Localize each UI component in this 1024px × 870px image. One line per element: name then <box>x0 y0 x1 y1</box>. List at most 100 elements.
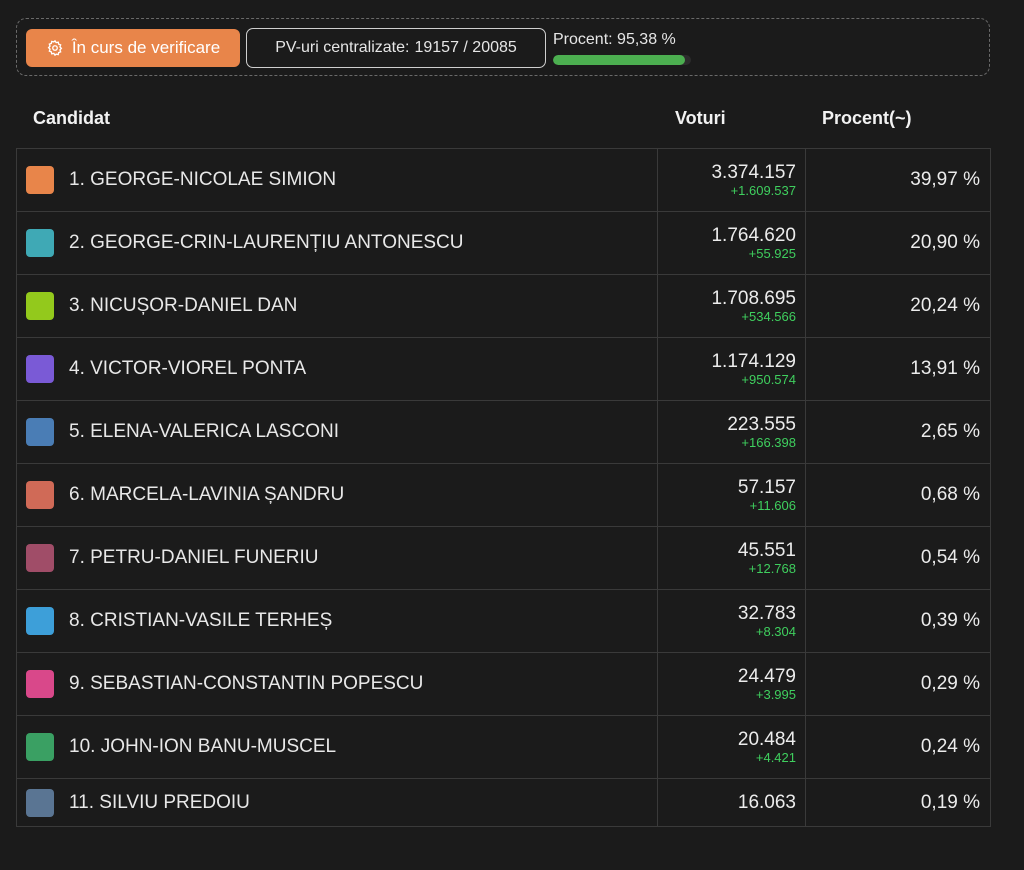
table-row: 4. VICTOR-VIOREL PONTA 1.174.129 +950.57… <box>17 338 990 401</box>
column-header-percent: Procent(~) <box>822 108 912 128</box>
table-row: 1. GEORGE-NICOLAE SIMION 3.374.157 +1.60… <box>17 149 990 212</box>
percent-cell: 0,19 % <box>920 791 980 813</box>
table-row: 11. SILVIU PREDOIU 16.063 0,19 % <box>17 779 990 826</box>
votes-cell: 57.157 +11.606 <box>658 464 806 526</box>
pv-counter-value: 19157 / 20085 <box>414 39 517 56</box>
table-row: 3. NICUȘOR-DANIEL DAN 1.708.695 +534.566… <box>17 275 990 338</box>
votes-delta: +11.606 <box>749 497 796 513</box>
votes-total: 45.551 <box>737 539 796 561</box>
votes-total: 1.174.129 <box>711 350 796 372</box>
candidate-color-swatch <box>26 166 54 194</box>
votes-cell: 3.374.157 +1.609.537 <box>658 149 806 211</box>
votes-cell: 223.555 +166.398 <box>658 401 806 463</box>
status-bar: În curs de verificare PV-uri centralizat… <box>16 18 990 76</box>
percent-cell: 20,90 % <box>910 232 980 253</box>
candidate-cell: 5. ELENA-VALERICA LASCONI <box>17 401 658 463</box>
pv-counter-label: PV-uri centralizate: <box>275 39 410 56</box>
candidate-name: 7. PETRU-DANIEL FUNERIU <box>69 547 319 568</box>
percent-progress-label: Procent: <box>553 31 613 48</box>
candidate-name: 1. GEORGE-NICOLAE SIMION <box>69 169 337 190</box>
percent-progress-value: 95,38 % <box>617 31 676 48</box>
percent-cell: 0,29 % <box>920 673 980 694</box>
candidate-name: 5. ELENA-VALERICA LASCONI <box>69 421 339 442</box>
column-header-votes: Voturi <box>675 108 726 128</box>
table-row: 2. GEORGE-CRIN-LAURENȚIU ANTONESCU 1.764… <box>17 212 990 275</box>
percent-progress: Procent: 95,38 % <box>553 28 693 70</box>
votes-delta: +55.925 <box>748 245 796 261</box>
votes-cell: 32.783 +8.304 <box>658 590 806 652</box>
candidate-color-swatch <box>26 229 54 257</box>
candidate-color-swatch <box>26 355 54 383</box>
votes-total: 57.157 <box>737 476 796 498</box>
votes-delta: +166.398 <box>741 434 796 450</box>
table-row: 7. PETRU-DANIEL FUNERIU 45.551 +12.768 0… <box>17 527 990 590</box>
candidate-color-swatch <box>26 481 54 509</box>
votes-cell: 20.484 +4.421 <box>658 716 806 778</box>
percent-cell: 20,24 % <box>910 295 980 316</box>
candidate-cell: 3. NICUȘOR-DANIEL DAN <box>17 275 658 337</box>
candidate-color-swatch <box>26 544 54 572</box>
candidate-name: 3. NICUȘOR-DANIEL DAN <box>69 295 298 316</box>
votes-cell: 1.174.129 +950.574 <box>658 338 806 400</box>
candidate-cell: 6. MARCELA-LAVINIA ȘANDRU <box>17 464 658 526</box>
column-header-candidate: Candidat <box>33 108 111 128</box>
candidate-name: 11. SILVIU PREDOIU <box>69 791 250 813</box>
percent-cell: 2,65 % <box>920 421 980 442</box>
votes-delta: +3.995 <box>755 686 796 702</box>
votes-total: 3.374.157 <box>711 161 796 183</box>
votes-cell: 45.551 +12.768 <box>658 527 806 589</box>
percent-cell: 39,97 % <box>910 169 980 190</box>
votes-cell: 16.063 <box>658 779 806 826</box>
gear-icon <box>47 39 63 57</box>
candidate-cell: 1. GEORGE-NICOLAE SIMION <box>17 149 658 211</box>
votes-cell: 1.708.695 +534.566 <box>658 275 806 337</box>
pv-counter: PV-uri centralizate: 19157 / 20085 <box>246 28 546 68</box>
table-row: 6. MARCELA-LAVINIA ȘANDRU 57.157 +11.606… <box>17 464 990 527</box>
table-row: 5. ELENA-VALERICA LASCONI 223.555 +166.3… <box>17 401 990 464</box>
percent-progress-text: Procent: 95,38 % <box>553 31 676 49</box>
votes-total: 24.479 <box>737 665 796 687</box>
candidate-cell: 8. CRISTIAN-VASILE TERHEȘ <box>17 590 658 652</box>
candidate-color-swatch <box>26 292 54 320</box>
votes-delta: +12.768 <box>748 560 796 576</box>
candidate-name: 4. VICTOR-VIOREL PONTA <box>69 358 307 379</box>
votes-delta: +8.304 <box>755 623 796 639</box>
votes-total: 1.764.620 <box>711 224 796 246</box>
votes-total: 223.555 <box>727 413 796 435</box>
candidate-name: 2. GEORGE-CRIN-LAURENȚIU ANTONESCU <box>69 232 464 253</box>
votes-total: 16.063 <box>737 792 796 813</box>
candidate-name: 8. CRISTIAN-VASILE TERHEȘ <box>69 610 333 631</box>
candidate-name: 6. MARCELA-LAVINIA ȘANDRU <box>69 484 345 505</box>
candidate-color-swatch <box>26 418 54 446</box>
percent-cell: 13,91 % <box>910 358 980 379</box>
candidate-name: 10. JOHN-ION BANU-MUSCEL <box>69 736 337 757</box>
votes-total: 1.708.695 <box>711 287 796 309</box>
candidate-cell: 2. GEORGE-CRIN-LAURENȚIU ANTONESCU <box>17 212 658 274</box>
results-table: 1. GEORGE-NICOLAE SIMION 3.374.157 +1.60… <box>16 148 991 827</box>
candidate-cell: 10. JOHN-ION BANU-MUSCEL <box>17 716 658 778</box>
candidate-cell: 7. PETRU-DANIEL FUNERIU <box>17 527 658 589</box>
candidate-color-swatch <box>26 733 54 761</box>
candidate-cell: 11. SILVIU PREDOIU <box>17 779 658 826</box>
votes-delta: +1.609.537 <box>730 182 796 198</box>
votes-cell: 1.764.620 +55.925 <box>658 212 806 274</box>
percent-cell: 0,68 % <box>920 484 980 505</box>
votes-delta: +950.574 <box>741 371 796 387</box>
candidate-name: 9. SEBASTIAN-CONSTANTIN POPESCU <box>69 673 424 694</box>
table-row: 8. CRISTIAN-VASILE TERHEȘ 32.783 +8.304 … <box>17 590 990 653</box>
votes-cell: 24.479 +3.995 <box>658 653 806 715</box>
votes-delta: +534.566 <box>741 308 796 324</box>
candidate-color-swatch <box>26 607 54 635</box>
verification-status-button[interactable]: În curs de verificare <box>26 29 240 67</box>
progress-bar <box>553 55 691 65</box>
percent-cell: 0,24 % <box>920 736 980 757</box>
table-row: 9. SEBASTIAN-CONSTANTIN POPESCU 24.479 +… <box>17 653 990 716</box>
table-row: 10. JOHN-ION BANU-MUSCEL 20.484 +4.421 0… <box>17 716 990 779</box>
candidate-color-swatch <box>26 788 54 817</box>
percent-cell: 0,54 % <box>920 547 980 568</box>
candidate-cell: 4. VICTOR-VIOREL PONTA <box>17 338 658 400</box>
progress-bar-fill <box>553 55 685 65</box>
votes-delta: +4.421 <box>755 749 796 765</box>
candidate-cell: 9. SEBASTIAN-CONSTANTIN POPESCU <box>17 653 658 715</box>
percent-cell: 0,39 % <box>920 610 980 631</box>
